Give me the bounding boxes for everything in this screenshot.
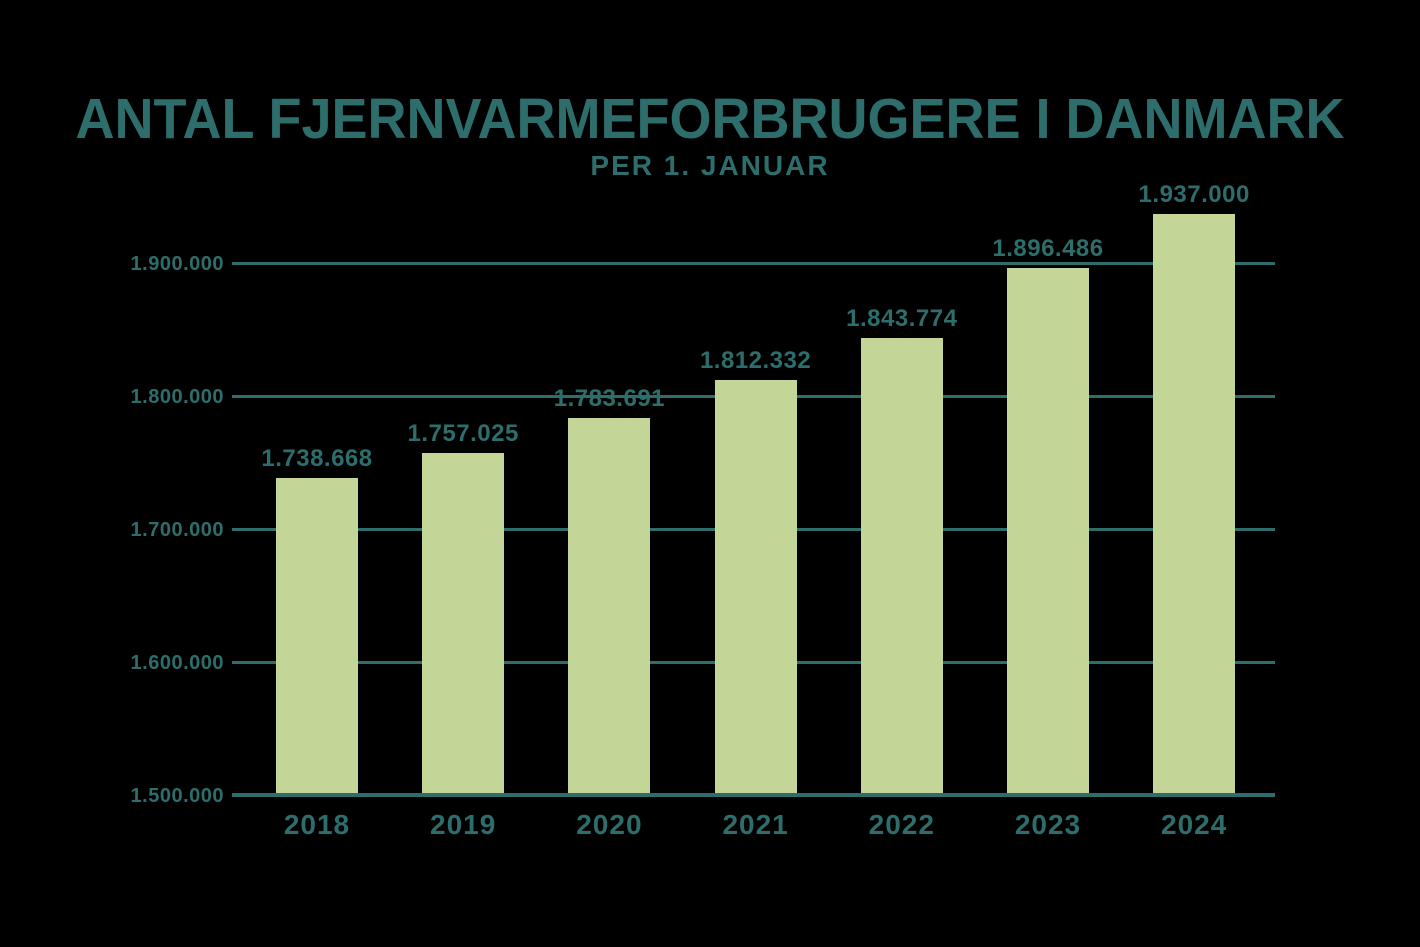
x-axis-label-2019: 2019	[430, 809, 497, 840]
x-axis-label-2021: 2021	[722, 809, 789, 840]
bar-2019	[422, 453, 505, 795]
bar-2018	[276, 477, 358, 795]
bar-2021	[714, 379, 797, 795]
x-axis-label-2018: 2018	[283, 809, 351, 840]
x-axis-label-2020: 2020	[576, 809, 643, 840]
y-axis-label-1600000: 1.600.000	[130, 652, 224, 674]
bar-2023	[1007, 267, 1089, 795]
bar-2024	[1153, 213, 1236, 795]
y-axis-label-1500000: 1.500.000	[130, 785, 224, 807]
bar-value-label-2024: 1.937.000	[1138, 180, 1250, 208]
bar-2020	[568, 417, 651, 795]
bar-2022	[860, 337, 943, 795]
bar-value-label-2018: 1.738.668	[261, 444, 373, 472]
y-axis-label-1700000: 1.700.000	[130, 519, 224, 541]
bar-value-label-2022: 1.843.774	[846, 304, 958, 332]
bar-value-label-2023: 1.896.486	[992, 234, 1104, 262]
bar-value-label-2020: 1.783.691	[553, 384, 666, 412]
gridline-1900000	[232, 261, 1275, 265]
x-axis-line	[232, 793, 1275, 797]
chart-subtitle: PER 1. JANUAR	[590, 150, 830, 181]
x-axis-label-2024: 2024	[1161, 809, 1228, 840]
x-axis-label-2022: 2022	[868, 809, 935, 840]
y-axis-label-1900000: 1.900.000	[130, 253, 224, 275]
y-axis-label-1800000: 1.800.000	[130, 386, 224, 408]
chart-title: ANTAL FJERNVARMEFORBRUGERE I DANMARK	[75, 87, 1345, 151]
x-axis-label-2023: 2023	[1014, 809, 1082, 840]
bar-value-label-2019: 1.757.025	[407, 420, 519, 448]
bar-value-label-2021: 1.812.332	[699, 346, 812, 374]
